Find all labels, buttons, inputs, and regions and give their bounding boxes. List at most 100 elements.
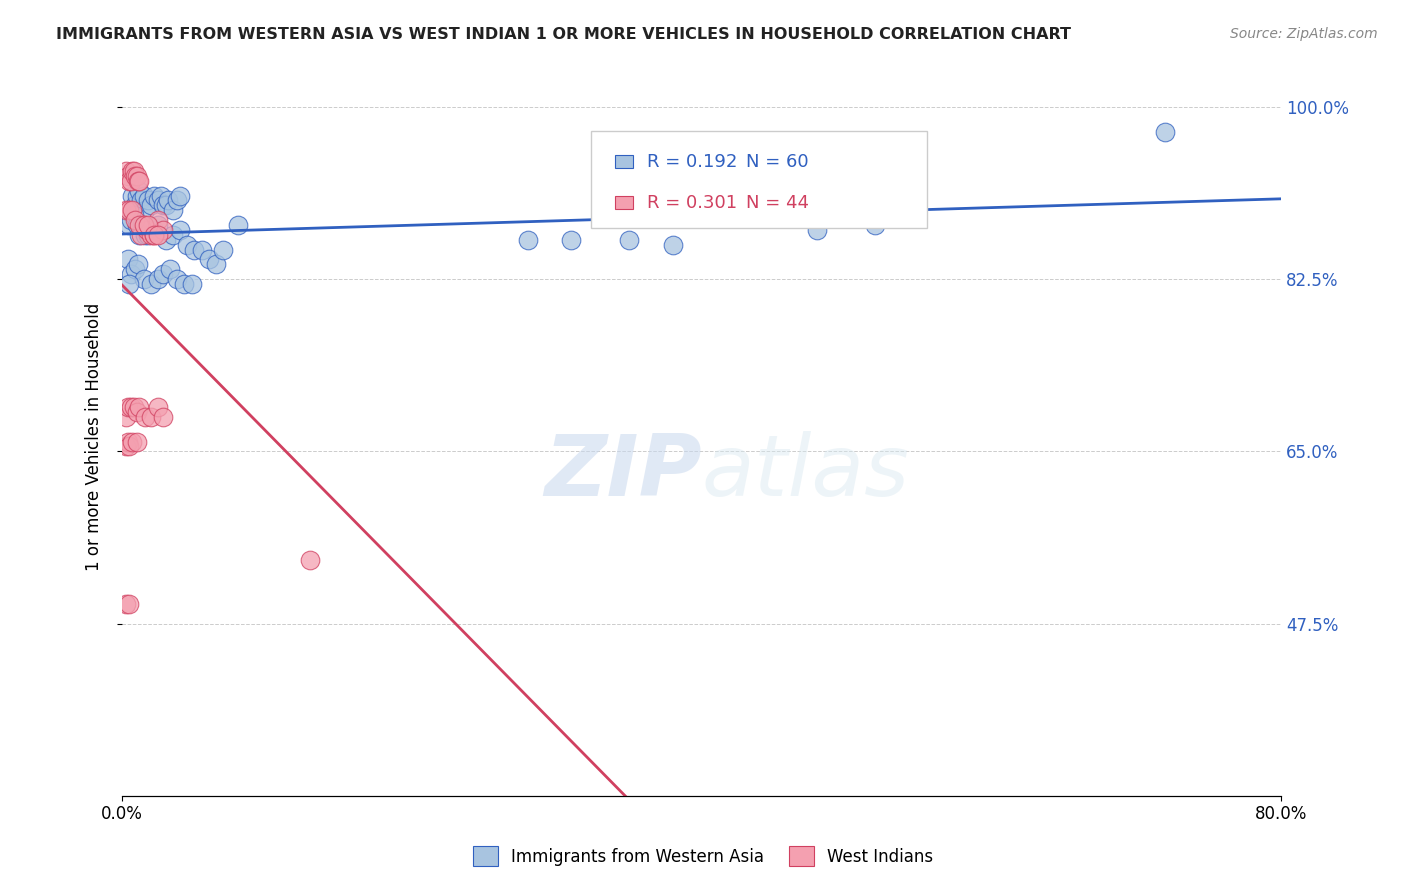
Point xyxy=(148,227,170,242)
Point xyxy=(299,552,322,566)
Point xyxy=(117,434,139,449)
Point xyxy=(121,434,143,449)
Text: IMMIGRANTS FROM WESTERN ASIA VS WEST INDIAN 1 OR MORE VEHICLES IN HOUSEHOLD CORR: IMMIGRANTS FROM WESTERN ASIA VS WEST IND… xyxy=(56,27,1071,42)
Point xyxy=(190,243,212,257)
Point xyxy=(134,227,156,242)
Y-axis label: 1 or more Vehicles in Household: 1 or more Vehicles in Household xyxy=(86,302,103,571)
Point xyxy=(148,272,170,286)
Point xyxy=(118,169,141,183)
Point xyxy=(148,194,170,208)
Point xyxy=(132,272,155,286)
Legend: Immigrants from Western Asia, West Indians: Immigrants from Western Asia, West India… xyxy=(464,838,942,875)
Point xyxy=(142,227,165,242)
Point xyxy=(121,164,143,178)
Point xyxy=(128,174,150,188)
Point xyxy=(117,169,139,183)
Point xyxy=(125,169,148,183)
Point xyxy=(121,203,143,218)
Point xyxy=(115,164,138,178)
Point xyxy=(152,223,174,237)
Point xyxy=(131,218,153,232)
Text: R = 0.192: R = 0.192 xyxy=(647,153,738,170)
Point xyxy=(169,188,191,202)
Point xyxy=(139,277,162,291)
Point xyxy=(132,218,155,232)
Point xyxy=(115,409,138,424)
Point xyxy=(142,227,165,242)
Point xyxy=(152,198,174,212)
Point xyxy=(1154,124,1177,138)
Point xyxy=(661,237,683,252)
Point xyxy=(125,188,148,202)
Point xyxy=(118,174,141,188)
Point xyxy=(148,218,170,232)
Point xyxy=(169,223,191,237)
Point xyxy=(124,169,146,183)
Point xyxy=(115,439,138,453)
Point xyxy=(139,227,162,242)
Point xyxy=(124,262,146,277)
Point xyxy=(142,223,165,237)
Point xyxy=(166,272,188,286)
Point xyxy=(124,198,146,212)
Point xyxy=(118,277,141,291)
Text: Source: ZipAtlas.com: Source: ZipAtlas.com xyxy=(1230,27,1378,41)
Point xyxy=(122,208,145,222)
FancyBboxPatch shape xyxy=(614,196,633,210)
Point xyxy=(560,233,582,247)
Point xyxy=(128,184,150,198)
Point xyxy=(125,405,148,419)
Point xyxy=(142,188,165,202)
Point xyxy=(125,434,148,449)
Point xyxy=(198,252,221,267)
Text: N = 60: N = 60 xyxy=(745,153,808,170)
Point xyxy=(115,597,138,611)
Point xyxy=(128,218,150,232)
Point xyxy=(135,223,157,237)
Point xyxy=(120,213,142,227)
Point xyxy=(205,257,228,271)
Point xyxy=(125,218,148,232)
Point xyxy=(120,400,142,414)
Point xyxy=(128,227,150,242)
Point xyxy=(617,233,640,247)
Point xyxy=(120,174,142,188)
FancyBboxPatch shape xyxy=(614,155,633,168)
Point xyxy=(150,188,173,202)
Text: N = 44: N = 44 xyxy=(745,194,808,212)
Point xyxy=(139,198,162,212)
Point xyxy=(162,227,184,242)
Point xyxy=(134,203,156,218)
Point xyxy=(806,223,828,237)
Point xyxy=(516,233,538,247)
Point xyxy=(159,262,181,277)
Point xyxy=(152,409,174,424)
Point xyxy=(127,257,149,271)
FancyBboxPatch shape xyxy=(592,131,928,228)
Point xyxy=(120,267,142,281)
Point xyxy=(176,237,198,252)
Point xyxy=(155,198,177,212)
Point xyxy=(115,203,138,218)
Point xyxy=(132,188,155,202)
Point xyxy=(148,213,170,227)
Point xyxy=(128,400,150,414)
Point xyxy=(136,194,159,208)
Point xyxy=(124,213,146,227)
Point xyxy=(118,203,141,218)
Point xyxy=(139,409,162,424)
Point xyxy=(162,203,184,218)
Point xyxy=(122,203,145,218)
Text: ZIP: ZIP xyxy=(544,431,702,514)
Point xyxy=(134,409,156,424)
Point xyxy=(118,597,141,611)
Point xyxy=(121,188,143,202)
Point xyxy=(136,218,159,232)
Point xyxy=(132,218,155,232)
Text: atlas: atlas xyxy=(702,431,910,514)
Point xyxy=(136,227,159,242)
Point xyxy=(129,194,152,208)
Point xyxy=(157,194,180,208)
Point xyxy=(117,252,139,267)
Point xyxy=(226,218,249,232)
